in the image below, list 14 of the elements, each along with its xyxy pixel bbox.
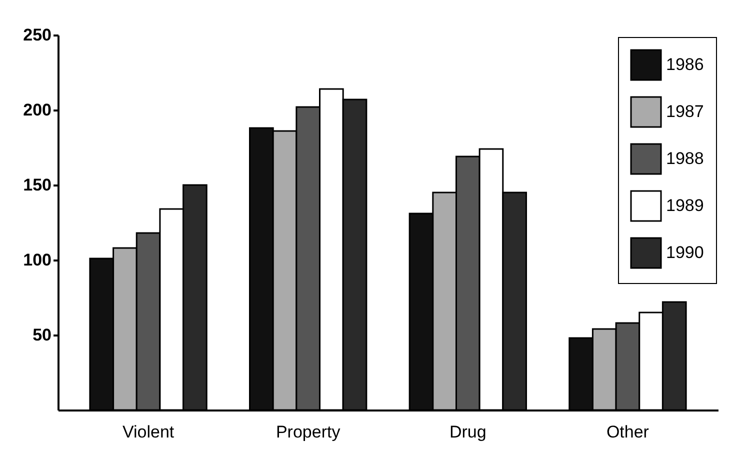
legend-label: 1986	[666, 55, 704, 74]
legend-label: 1989	[666, 196, 704, 215]
y-tick-label: 150	[23, 176, 52, 194]
x-tick-label: Violent	[122, 422, 174, 442]
legend-label: 1990	[666, 243, 704, 262]
y-tick-label: 250	[23, 26, 52, 44]
legend-label: 1988	[666, 149, 704, 168]
x-tick-label: Other	[606, 422, 650, 442]
x-tick-label: Drug	[449, 422, 486, 442]
y-tick-label: 50	[32, 326, 52, 344]
y-tick-label: 100	[23, 250, 52, 270]
y-tick-label: 200	[23, 100, 52, 120]
legend-label: 1987	[666, 102, 704, 121]
x-tick-label: Property	[276, 422, 341, 442]
